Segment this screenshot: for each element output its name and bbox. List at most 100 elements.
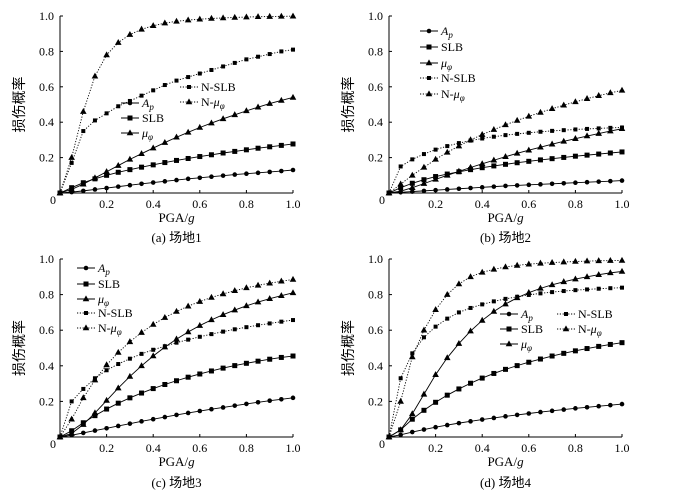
data-point-n-mu-phi (80, 107, 87, 114)
data-point-n-mu-phi (537, 259, 544, 266)
data-point-n-mu-phi (537, 108, 544, 115)
legend-label-n-slb: N-SLB (441, 71, 476, 85)
data-point-slb (572, 348, 578, 354)
data-point-slb (421, 177, 427, 183)
data-point-n-mu-phi (266, 12, 273, 19)
y-tick-label: 0.4 (39, 359, 54, 373)
data-point-n-mu-phi (595, 92, 602, 98)
data-point-slb (174, 157, 179, 163)
data-point-n-mu-phi (231, 13, 239, 20)
data-point-n-slb (104, 368, 109, 373)
data-point-slb (526, 359, 532, 365)
data-point-mu-phi (289, 289, 297, 296)
data-point-n-slb (398, 164, 403, 169)
data-point-ap (608, 178, 613, 184)
data-point-n-slb (139, 351, 144, 356)
data-point-n-mu-phi (502, 263, 509, 270)
legend-label-symbol: μ (520, 337, 527, 351)
data-point-mu-phi (80, 180, 87, 187)
legend-item-n-mu-phi: N-μφ (557, 322, 602, 338)
x-tick-label: 1.0 (615, 441, 630, 455)
legend-label-n-slb: N-SLB (98, 306, 133, 320)
y-tick-label: 0.2 (39, 394, 54, 408)
legend-marker-slb (127, 115, 133, 121)
data-point-ap (209, 174, 214, 180)
legend-marker-ap (426, 28, 432, 34)
data-point-n-mu-phi (184, 16, 192, 23)
data-point-mu-phi (184, 128, 192, 135)
data-point-mu-phi (196, 123, 204, 130)
legend-item-slb: SLB (500, 322, 543, 336)
data-point-n-slb (116, 362, 121, 367)
legend-label-n-mu-phi: N-μφ (98, 321, 122, 337)
data-point-ap (232, 172, 238, 177)
data-point-ap (444, 187, 450, 192)
data-point-n-slb (585, 126, 590, 131)
data-point-mu-phi (266, 295, 273, 301)
data-point-ap (491, 415, 497, 421)
data-point-mu-phi (161, 138, 169, 145)
data-point-n-slb (267, 321, 272, 326)
x-tick-label: 0.4 (475, 441, 490, 455)
y-tick-label: 0.6 (368, 80, 383, 94)
data-point-slb (549, 353, 555, 359)
data-point-slb (208, 152, 214, 158)
legend-label-n-mu-phi: N-μφ (578, 322, 602, 338)
data-point-mu-phi (103, 396, 110, 403)
data-point-slb (220, 365, 226, 371)
y-tick-label: 0.8 (39, 288, 54, 302)
data-point-n-slb (445, 316, 450, 321)
data-point-ap (244, 401, 249, 407)
legend-label-symbol: A (141, 96, 150, 110)
legend-label-subscript: p (104, 267, 110, 277)
data-point-n-slb (267, 52, 272, 57)
legend-label-text: SLB (521, 322, 543, 336)
data-point-slb (255, 145, 261, 151)
legend-label-n-mu-phi: N-μφ (201, 95, 225, 111)
data-point-mu-phi (502, 300, 509, 307)
series-mu-phi (56, 93, 297, 196)
x-axis-title-variable: g (517, 454, 524, 469)
legend-label-symbol: A (440, 24, 449, 38)
x-axis-title-text: PGA/ (158, 210, 188, 225)
data-point-slb (409, 416, 415, 422)
data-point-ap (150, 180, 156, 185)
data-point-mu-phi (583, 273, 591, 280)
data-point-ap (468, 419, 473, 424)
legend-label-text: N-SLB (441, 71, 476, 85)
data-point-n-mu-phi (525, 112, 533, 119)
data-point-slb (185, 155, 191, 161)
y-tick-label: 0.8 (39, 44, 54, 58)
data-point-slb (503, 161, 508, 167)
data-point-n-mu-phi (595, 257, 602, 264)
data-point-n-slb (174, 340, 179, 345)
data-point-mu-phi (278, 96, 285, 103)
data-point-n-slb (491, 134, 496, 139)
data-point-ap (398, 432, 403, 438)
data-point-ap (549, 181, 555, 187)
y-tick-label: 0.4 (368, 115, 383, 129)
data-point-mu-phi (138, 150, 145, 157)
chart-panel-d: 0.2 0.4 0.6 0.8 1.00.20.40.60.81.00ApSLBμφN-… (368, 252, 630, 455)
legend-item-n-mu-phi: N-μφ (180, 95, 225, 111)
data-point-n-slb (162, 83, 167, 88)
data-point-slb (584, 152, 590, 158)
data-point-ap (421, 188, 427, 194)
data-point-mu-phi (196, 321, 204, 328)
data-point-n-mu-phi (385, 189, 393, 196)
data-point-n-slb (620, 285, 624, 290)
data-point-n-mu-phi (572, 257, 579, 264)
data-point-ap (185, 410, 191, 416)
data-point-n-slb (81, 386, 86, 391)
series-n-mu-phi (56, 12, 297, 196)
data-point-n-mu-phi (420, 326, 428, 333)
legend-label-n-mu-phi: N-μφ (441, 87, 465, 103)
data-point-mu-phi (138, 362, 145, 369)
legend-label-text: SLB (98, 277, 120, 291)
data-point-n-mu-phi (525, 260, 533, 267)
legend-item-slb: SLB (121, 111, 164, 125)
series-n-mu-phi (56, 275, 297, 440)
chart-panel-a: 0.2 0.4 0.6 0.8 1.00.20.40.60.81.00ApSLBμφN-… (39, 9, 301, 211)
legend-label-subscript: p (148, 102, 154, 112)
data-point-slb (127, 395, 133, 401)
